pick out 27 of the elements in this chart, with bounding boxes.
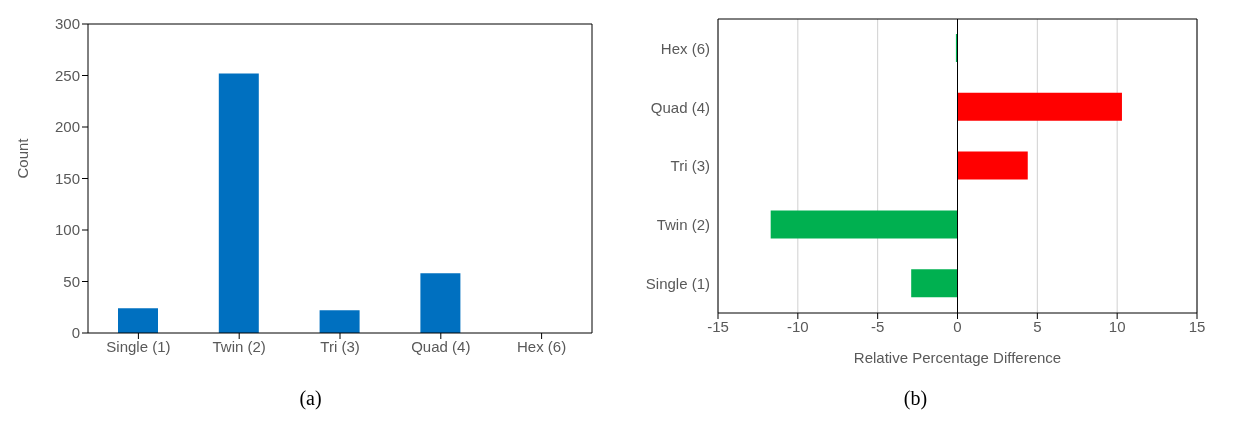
y-tick-label: Single (1) xyxy=(645,274,710,292)
y-tick-label: 250 xyxy=(54,66,80,84)
y-tick-label: Twin (2) xyxy=(656,216,710,234)
y-tick-label: Quad (4) xyxy=(650,98,710,116)
text: (a) xyxy=(298,387,323,410)
x-axis-title: Relative Percentage Difference xyxy=(853,349,1062,366)
x-tick-label: -15 xyxy=(707,317,729,335)
y-tick-label: 150 xyxy=(54,169,80,187)
x-tick-label: 10 xyxy=(1108,317,1126,335)
y-tick-label: 300 xyxy=(54,15,80,33)
x-tick-label: Single (1) xyxy=(106,337,171,355)
x-tick-label: 0 xyxy=(953,317,962,335)
text: (b) xyxy=(902,387,929,410)
y-tick-label: 100 xyxy=(54,221,80,239)
x-tick-label: 5 xyxy=(1033,317,1042,335)
x-tick-label: Twin (2) xyxy=(212,337,266,355)
x-tick-label: -10 xyxy=(786,317,809,335)
x-tick-label: Tri (3) xyxy=(320,337,360,355)
x-tick-label: -5 xyxy=(870,317,885,335)
y-tick-label: 50 xyxy=(63,272,80,290)
x-tick-label: 15 xyxy=(1188,317,1206,335)
y-tick-label: 200 xyxy=(54,118,80,136)
y-axis-title: Count xyxy=(14,137,32,179)
y-tick-label: Hex (6) xyxy=(660,39,710,57)
y-tick-label: Tri (3) xyxy=(670,157,710,175)
x-tick-label: Quad (4) xyxy=(411,337,471,355)
x-tick-label: Hex (6) xyxy=(517,337,567,355)
